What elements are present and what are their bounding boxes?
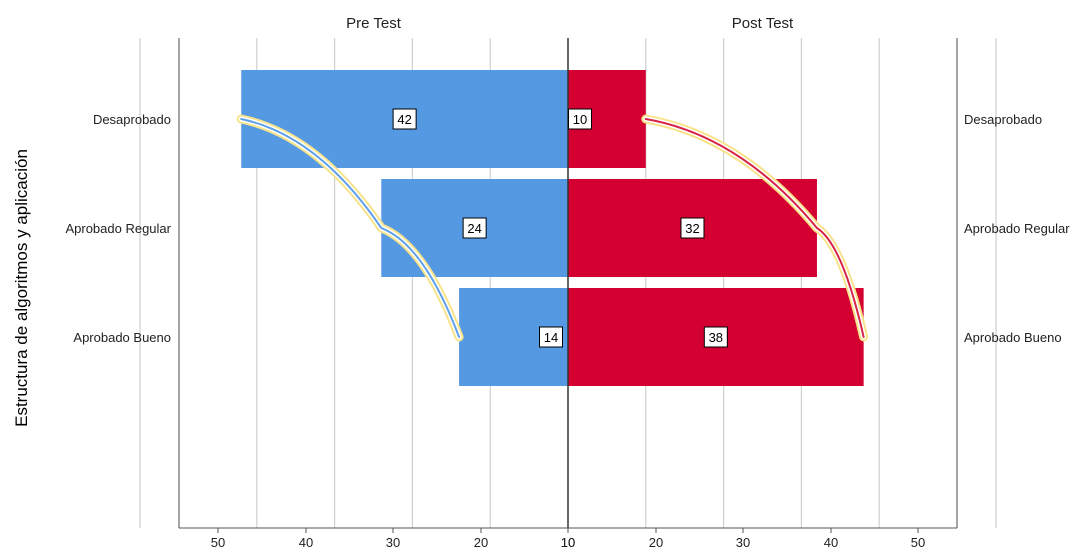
data-label-pre-test: 42 (397, 112, 411, 127)
panel-title-post-test: Post Test (732, 15, 794, 32)
data-label-post-test-box (568, 108, 592, 130)
data-label-post-test: 32 (685, 221, 699, 236)
x-tick-label: 30 (386, 535, 400, 550)
data-label-pre-test: 14 (544, 330, 558, 345)
x-tick-label: 20 (474, 535, 488, 550)
data-label-post-test: 38 (709, 330, 723, 345)
category-label-right: Desaprobado (964, 112, 1042, 127)
data-label-pre-test-box (392, 108, 417, 130)
category-label-left: Aprobado Bueno (73, 330, 171, 345)
data-label-post-test: 10 (573, 112, 587, 127)
category-label-left: Desaprobado (93, 112, 171, 127)
y-axis-title: Estructura de algoritmos y aplicación (2, 88, 42, 488)
category-label-right: Aprobado Regular (964, 221, 1070, 236)
data-label-pre-test-box (539, 326, 563, 348)
category-label-right: Aprobado Bueno (964, 330, 1062, 345)
x-tick-label: 50 (911, 535, 925, 550)
x-tick-label: 10 (561, 535, 575, 550)
x-tick-label: 40 (824, 535, 838, 550)
x-tick-label: 50 (211, 535, 225, 550)
x-tick-label: 10 (561, 535, 575, 550)
panel-title-pre-test: Pre Test (346, 15, 402, 32)
data-label-pre-test-box (462, 217, 487, 239)
x-tick-label: 20 (649, 535, 663, 550)
x-tick-label: 40 (299, 535, 313, 550)
category-label-left: Aprobado Regular (65, 221, 171, 236)
trend-curve-post (644, 118, 865, 338)
trend-curve-pre (240, 118, 461, 338)
data-label-post-test-box (703, 326, 728, 348)
y-axis-title-text: Estructura de algoritmos y aplicación (12, 149, 32, 427)
data-label-pre-test: 24 (467, 221, 481, 236)
data-label-post-test-box (680, 217, 705, 239)
x-tick-label: 30 (736, 535, 750, 550)
